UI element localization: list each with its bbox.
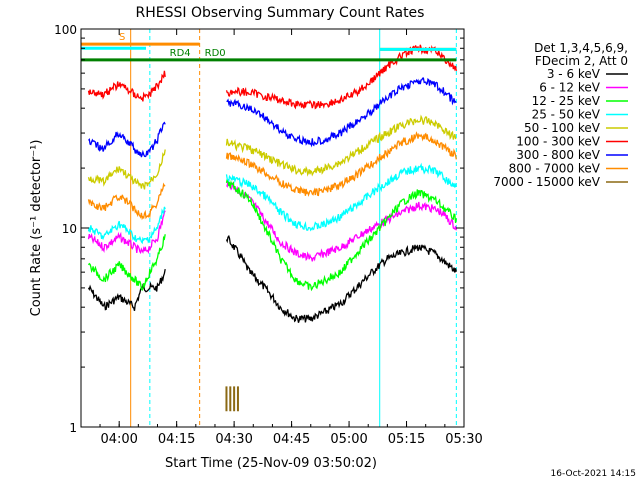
series-line <box>225 44 457 110</box>
footer-date: 16-Oct-2021 14:15 <box>551 469 636 479</box>
series-line <box>87 70 166 102</box>
annotation-label: RD0 <box>205 48 226 59</box>
series-line <box>226 77 457 148</box>
y-tick-label: 10 <box>62 222 77 236</box>
legend-label: 25 - 50 keV <box>532 108 601 122</box>
x-tick-label: 04:30 <box>215 432 252 447</box>
series-line <box>226 179 457 262</box>
annotation-label: RD4 <box>170 48 191 59</box>
series-line <box>87 182 166 221</box>
legend-label: 12 - 25 keV <box>532 94 601 108</box>
series-line <box>87 268 166 311</box>
legend-label: 800 - 7000 keV <box>509 162 601 176</box>
x-tick-label: 04:15 <box>158 432 195 447</box>
chart-title: RHESSI Observing Summary Count Rates <box>136 5 425 21</box>
series-line <box>225 114 457 177</box>
legend-label: 3 - 6 keV <box>547 67 601 81</box>
series-line <box>87 210 166 255</box>
series-line <box>225 178 457 292</box>
x-axis-label: Start Time (25-Nov-09 03:50:02) <box>165 456 377 471</box>
y-axis-label: Count Rate (s⁻¹ detector⁻¹) <box>29 140 44 317</box>
plot-area: S RD4 RD0 <box>80 29 457 427</box>
legend-label: 6 - 12 keV <box>539 81 601 95</box>
series-line <box>225 131 457 197</box>
legend-label: 7000 - 15000 keV <box>493 175 600 189</box>
series-line <box>88 121 166 158</box>
legend: Det 1,3,4,5,6,9,FDecim 2, Att 03 - 6 keV… <box>493 41 628 189</box>
y-tick-label: 100 <box>54 23 77 37</box>
legend-label: 300 - 800 keV <box>516 148 600 162</box>
legend-label: 100 - 300 keV <box>516 135 600 149</box>
x-tick-label: 05:30 <box>445 432 482 447</box>
legend-label: 50 - 100 keV <box>524 121 601 135</box>
series-line <box>225 234 457 323</box>
series-line <box>87 149 166 190</box>
series-line <box>87 206 166 245</box>
series-line <box>225 162 457 232</box>
annotation-label: S <box>119 32 125 43</box>
x-tick-label: 05:15 <box>388 432 425 447</box>
legend-header: FDecim 2, Att 0 <box>535 54 628 68</box>
x-tick-label: 05:00 <box>330 432 367 447</box>
legend-header: Det 1,3,4,5,6,9, <box>534 41 628 55</box>
axes: 04:00 04:15 04:30 04:45 05:00 05:15 05:30 1 10 10… <box>54 23 483 447</box>
y-tick-label: 1 <box>69 421 77 435</box>
x-tick-label: 04:00 <box>100 432 137 447</box>
series-line <box>87 234 166 292</box>
x-tick-label: 04:45 <box>273 432 310 447</box>
